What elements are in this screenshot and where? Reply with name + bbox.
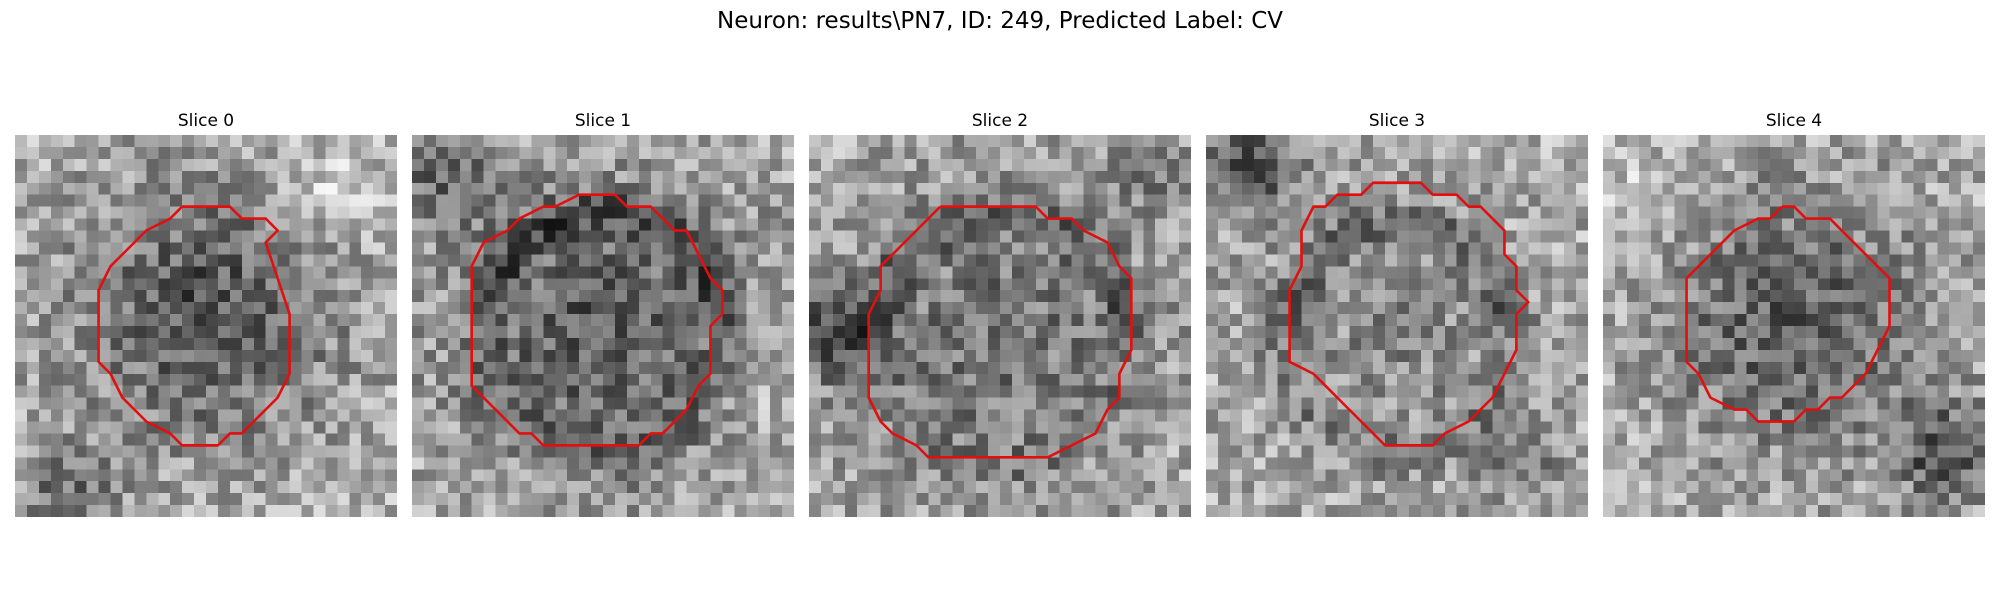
slice-image xyxy=(412,135,794,517)
pixel-texture xyxy=(15,135,397,517)
segmentation-contour xyxy=(1288,181,1530,447)
slice-image xyxy=(1206,135,1588,517)
segmentation-contour xyxy=(470,193,724,447)
slice-panel-1: Slice 1 xyxy=(412,108,794,528)
segmentation-contour xyxy=(97,205,291,447)
slice-title: Slice 3 xyxy=(1368,111,1426,131)
slice-image xyxy=(1603,135,1985,517)
pixel-texture xyxy=(809,135,1191,517)
slice-title: Slice 2 xyxy=(971,111,1029,131)
slice-panel-3: Slice 3 xyxy=(1206,108,1588,528)
segmentation-contour xyxy=(867,205,1133,459)
slice-panels: Slice 0 Slice 1 Slice 2 Slice 3 Slice 4 xyxy=(15,108,1985,528)
segmentation-contour xyxy=(1685,205,1891,423)
slice-panel-2: Slice 2 xyxy=(809,108,1191,528)
slice-panel-4: Slice 4 xyxy=(1603,108,1985,528)
pixel-texture xyxy=(412,135,794,517)
slice-image xyxy=(15,135,397,517)
pixel-texture xyxy=(1206,135,1588,517)
slice-panel-0: Slice 0 xyxy=(15,108,397,528)
slice-title: Slice 4 xyxy=(1765,111,1823,131)
slice-title: Slice 0 xyxy=(177,111,235,131)
pixel-texture xyxy=(1603,135,1985,517)
slice-image xyxy=(809,135,1191,517)
figure-title: Neuron: results\PN7, ID: 249, Predicted … xyxy=(717,8,1283,34)
slice-title: Slice 1 xyxy=(574,111,632,131)
